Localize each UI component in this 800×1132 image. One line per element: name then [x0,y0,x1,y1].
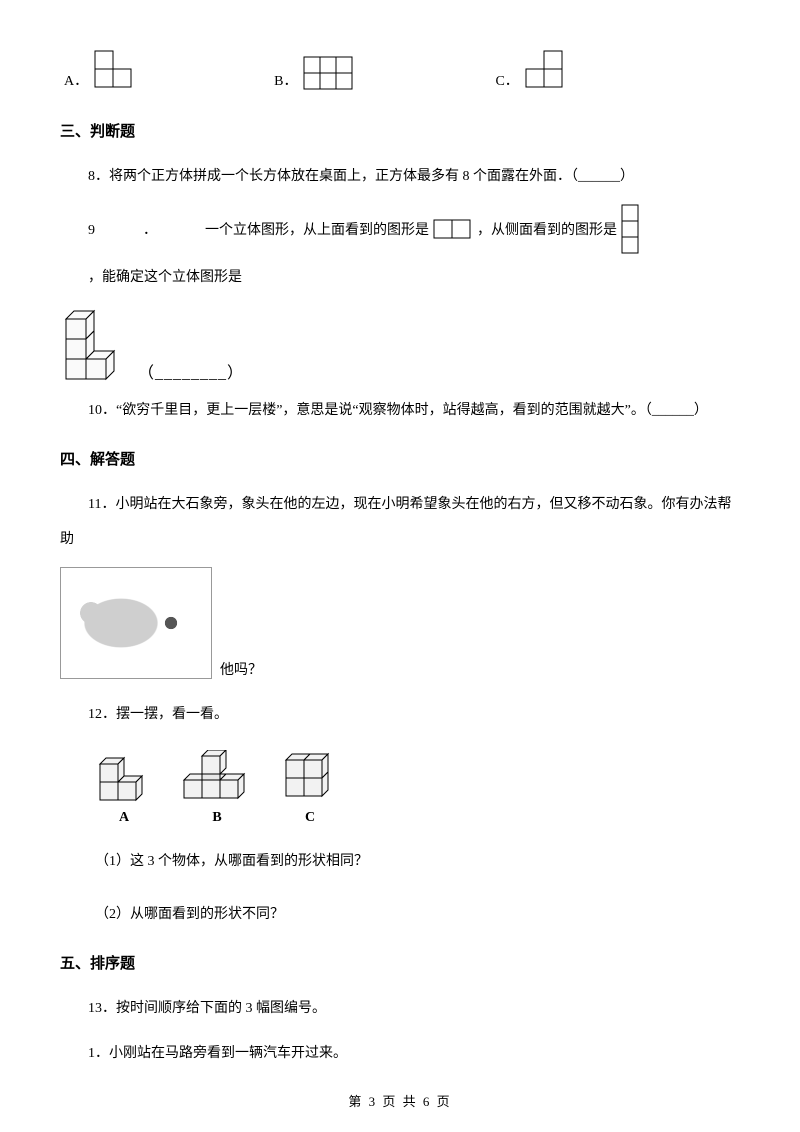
q12-shape-b-col: B [182,750,252,826]
question-11-image-row: 他吗？ [60,567,740,679]
question-13-sub1: 1．小刚站在马路旁看到一辆汽车开过来。 [60,1036,740,1071]
q12-shape-a [96,754,152,804]
q12-label-a: A [119,810,129,826]
q9-mid: ，从侧面看到的图形是 [477,213,617,248]
q9-blank: （________） [138,359,244,383]
option-a: A． [64,50,134,90]
q12-shape-a-col: A [96,754,152,826]
option-row: A． B． C． [60,50,740,90]
q12-shape-c-col: C [282,750,338,826]
page-footer: 第 3 页 共 6 页 [0,1091,800,1110]
q12-label-c: C [305,810,315,826]
q9-post: ，能确定这个立体图形是 [88,260,242,295]
q12-label-b: B [212,810,221,826]
question-11-tail: 他吗？ [220,659,262,679]
q9-pre: 一个立体图形，从上面看到的图形是 [205,213,429,248]
question-11-main: 11．小明站在大石象旁，象头在他的左边，现在小明希望象头在他的右方，但又移不动石… [60,487,740,557]
q9-number: 9 [88,213,95,248]
q9-dot: ． [143,213,157,248]
q9-side-view [621,204,641,256]
section4-heading: 四、解答题 [60,448,740,469]
question-8: 8．将两个正方体拼成一个长方体放在桌面上，正方体最多有 8 个面露在外面．（__… [60,159,740,194]
q12-sub2: （2）从哪面看到的形状不同？ [95,897,740,932]
option-b: B． [274,56,355,90]
option-a-shape [94,50,134,90]
q9-top-view [433,219,473,241]
q12-shape-b [182,750,252,804]
option-c: C． [495,50,564,90]
question-12: 12．摆一摆，看一看。 [60,697,740,732]
question-13: 13．按时间顺序给下面的 3 幅图编号。 [60,991,740,1026]
elephant-illustration [60,567,212,679]
option-b-shape [303,56,355,90]
q9-3d-figure [60,303,130,383]
q12-shapes-row: A B [96,750,740,826]
q12-sub1: （1）这 3 个物体，从哪面看到的形状相同？ [95,844,740,879]
option-b-label: B． [274,70,297,90]
section3-heading: 三、判断题 [60,120,740,141]
q12-shape-c [282,750,338,804]
option-c-label: C． [495,70,518,90]
option-a-label: A． [64,70,88,90]
q9-3d-figure-row: （________） [60,303,740,383]
section5-heading: 五、排序题 [60,952,740,973]
option-c-shape [525,50,565,90]
question-10: 10．“欲穷千里目，更上一层楼”，意思是说“观察物体时，站得越高，看到的范围就越… [60,393,740,428]
question-9: 9 ． 一个立体图形，从上面看到的图形是 ，从侧面看到的图形是 ，能确定这个立体… [88,204,740,295]
